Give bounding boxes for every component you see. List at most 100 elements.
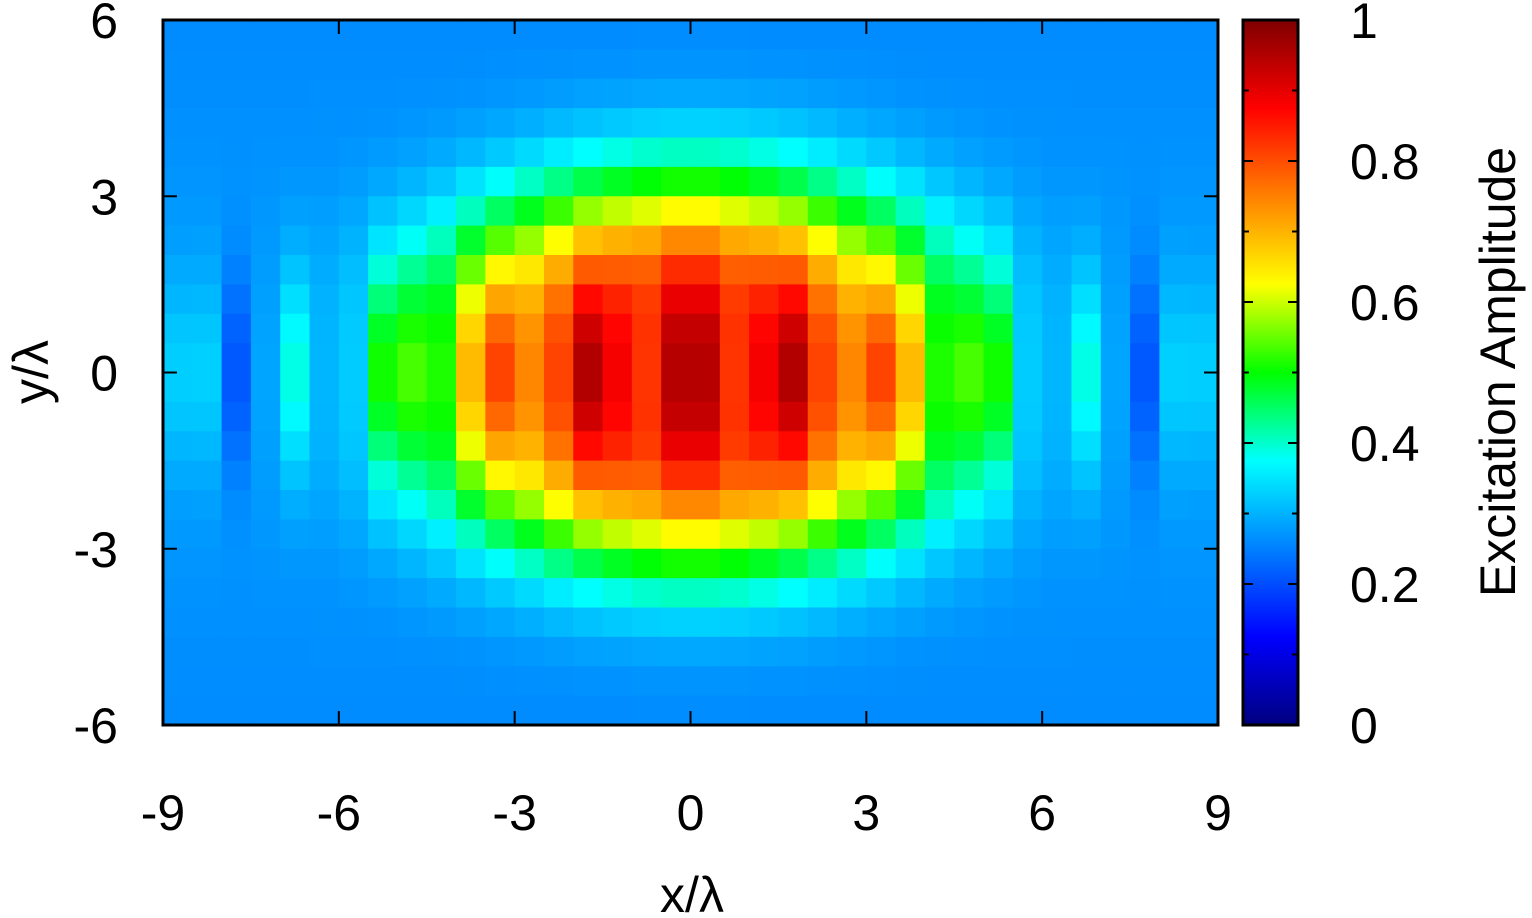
heatmap-cell xyxy=(456,636,486,667)
heatmap-cell xyxy=(250,137,281,168)
heatmap-cell xyxy=(280,401,311,432)
heatmap-cell xyxy=(280,284,311,315)
heatmap-cell xyxy=(924,108,955,139)
heatmap-cell xyxy=(250,372,281,403)
heatmap-cell xyxy=(397,137,428,168)
heatmap-cell xyxy=(778,284,809,315)
heatmap-cell xyxy=(749,519,780,550)
heatmap-cell xyxy=(1012,460,1043,491)
heatmap-cell xyxy=(573,284,604,315)
heatmap-cell xyxy=(924,49,955,80)
x-tick-label: -9 xyxy=(141,785,185,841)
heatmap-cell xyxy=(192,372,223,403)
heatmap-cell xyxy=(573,607,604,638)
heatmap-cell xyxy=(778,313,809,344)
heatmap-cell xyxy=(1071,490,1102,520)
heatmap-cell xyxy=(954,636,985,667)
heatmap-cell xyxy=(426,225,457,256)
heatmap-cell xyxy=(719,490,750,520)
heatmap-cell xyxy=(397,460,428,491)
heatmap-cell xyxy=(807,578,838,609)
heatmap-cell xyxy=(1130,255,1160,285)
heatmap-cell xyxy=(514,108,545,139)
heatmap-cell xyxy=(807,284,838,315)
heatmap-cell xyxy=(631,460,662,491)
heatmap-cell xyxy=(368,255,399,285)
heatmap-cell xyxy=(661,578,692,609)
heatmap-cell xyxy=(661,607,692,638)
heatmap-cell xyxy=(514,343,545,374)
heatmap-cell xyxy=(837,284,867,315)
heatmap-cell xyxy=(192,490,223,520)
heatmap-cell xyxy=(368,372,399,403)
heatmap-cell xyxy=(1042,255,1073,285)
heatmap-cell xyxy=(397,372,428,403)
heatmap-cell xyxy=(954,20,985,50)
heatmap-cell xyxy=(954,49,985,80)
heatmap-cell xyxy=(338,695,369,726)
heatmap-cell xyxy=(1100,666,1131,697)
heatmap-cell xyxy=(543,108,574,139)
heatmap-cell xyxy=(954,313,985,344)
heatmap-cell xyxy=(309,666,340,697)
heatmap-cell xyxy=(426,255,457,285)
heatmap-cell xyxy=(1071,108,1102,139)
heatmap-cell xyxy=(368,666,399,697)
heatmap-cell xyxy=(221,313,252,344)
heatmap-cell xyxy=(368,49,399,80)
heatmap-cell xyxy=(1012,108,1043,139)
heatmap-cell xyxy=(456,401,486,432)
heatmap-cell xyxy=(456,225,486,256)
heatmap-cell xyxy=(866,108,897,139)
heatmap-cell xyxy=(163,519,193,550)
heatmap-cell xyxy=(924,460,955,491)
heatmap-cell xyxy=(456,490,486,520)
heatmap-cell xyxy=(1042,607,1073,638)
heatmap-cell xyxy=(456,137,486,168)
heatmap-cell xyxy=(250,431,281,462)
heatmap-cell xyxy=(485,666,516,697)
heatmap-cell xyxy=(924,666,955,697)
heatmap-cell xyxy=(807,431,838,462)
heatmap-cell xyxy=(163,137,193,168)
heatmap-cell xyxy=(426,695,457,726)
heatmap-cell xyxy=(1012,166,1043,197)
heatmap-cell xyxy=(309,20,340,50)
heatmap-cell xyxy=(163,196,193,227)
heatmap-cell xyxy=(807,20,838,50)
heatmap-cell xyxy=(280,372,311,403)
heatmap-cell xyxy=(1159,666,1190,697)
heatmap-cell xyxy=(309,607,340,638)
heatmap-cell xyxy=(1100,225,1131,256)
heatmap-cell xyxy=(163,78,193,109)
heatmap-cell xyxy=(485,401,516,432)
heatmap-cell xyxy=(661,343,692,374)
heatmap-cell xyxy=(250,636,281,667)
heatmap-cell xyxy=(250,519,281,550)
heatmap-cell xyxy=(1042,548,1073,579)
heatmap-cell xyxy=(543,666,574,697)
heatmap-cell xyxy=(192,519,223,550)
heatmap-cell xyxy=(631,401,662,432)
heatmap-cell xyxy=(631,284,662,315)
heatmap-cell xyxy=(1012,636,1043,667)
heatmap-cell xyxy=(485,343,516,374)
heatmap-cell xyxy=(954,255,985,285)
heatmap-cell xyxy=(602,225,633,256)
heatmap-cell xyxy=(602,401,633,432)
heatmap-cell xyxy=(573,490,604,520)
heatmap-cell xyxy=(1188,607,1219,638)
heatmap-cell xyxy=(514,490,545,520)
heatmap-cell xyxy=(514,401,545,432)
heatmap-cell xyxy=(192,695,223,726)
heatmap-cell xyxy=(514,607,545,638)
heatmap-cell xyxy=(661,225,692,256)
heatmap-cell xyxy=(631,636,662,667)
heatmap-cell xyxy=(661,284,692,315)
heatmap-cell xyxy=(807,108,838,139)
heatmap-cell xyxy=(807,519,838,550)
heatmap-cell xyxy=(983,196,1014,227)
heatmap-cell xyxy=(983,108,1014,139)
heatmap-cell xyxy=(895,460,926,491)
heatmap-cell xyxy=(514,166,545,197)
